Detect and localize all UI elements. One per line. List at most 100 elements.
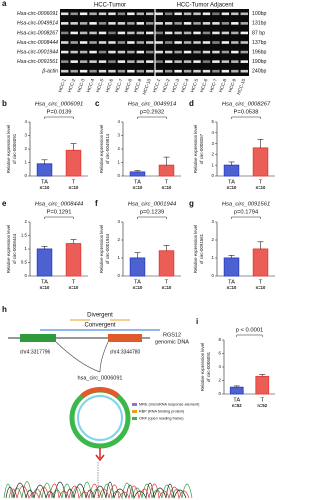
gel-band	[212, 69, 220, 73]
chromatogram	[5, 481, 187, 500]
x-tick-label: T	[72, 280, 76, 286]
gel-band	[174, 69, 182, 73]
x-tick-label: T	[72, 180, 76, 186]
panel-label: h	[2, 305, 7, 314]
gel-band	[212, 50, 220, 54]
y-tick-label: 0	[219, 391, 222, 396]
gel-band	[117, 41, 126, 44]
gel-band	[155, 41, 163, 44]
gel-band	[212, 12, 220, 16]
row-label: β-actin	[41, 69, 58, 75]
lane-label: HCC-6	[199, 78, 209, 93]
bar-fill	[230, 387, 244, 394]
gel-band	[146, 41, 154, 44]
x-tick-label: TA	[233, 398, 240, 404]
diagram: h Divergent Convergent RGS12 genomic DNA…	[2, 305, 200, 500]
gel-band	[202, 41, 211, 44]
gel-band	[117, 22, 126, 25]
panel-label: f	[95, 199, 98, 208]
size-label: 131bp	[252, 21, 267, 27]
lane-label: HCC-8	[123, 78, 133, 93]
y-axis-label: Relative expression level	[99, 225, 104, 274]
y-tick-label: 5	[212, 119, 215, 124]
gel-band	[79, 41, 88, 44]
gel-band	[202, 50, 211, 54]
gel-band	[98, 50, 107, 54]
chromatogram	[8, 483, 190, 500]
y-tick-label: 4	[219, 364, 222, 369]
size-label: 100bp	[252, 11, 267, 17]
lane-label: HCC-1	[57, 78, 67, 93]
chart-title: Hsa_circ_0008444	[35, 202, 83, 208]
y-axis-label: of circ-0008267	[199, 133, 204, 164]
gel-band	[174, 12, 182, 16]
lane-label: HCC-4	[180, 78, 190, 93]
gel-band	[108, 31, 116, 35]
bar-fill	[159, 250, 174, 276]
gel-band	[136, 50, 145, 54]
gel-band	[98, 69, 107, 73]
gel-band	[89, 50, 97, 54]
y-axis-label: Relative expression level	[193, 225, 198, 274]
gel-band	[202, 31, 211, 35]
row-label: Hsa-circ-0008267	[17, 30, 59, 36]
sig-bracket	[231, 216, 261, 219]
gel-band	[89, 69, 97, 73]
gel-band	[183, 60, 192, 63]
n-label: n=10	[133, 185, 143, 190]
gel-band	[202, 69, 211, 73]
gel-band	[164, 22, 173, 25]
sig-bracket	[44, 216, 74, 219]
x-tick-label: TA	[228, 180, 235, 186]
y-tick-label: 8	[219, 337, 222, 342]
lane-label: HCC-5	[190, 78, 200, 93]
gel-band	[89, 60, 97, 63]
sig-bracket	[137, 216, 167, 219]
size-label: 196bp	[252, 49, 267, 55]
gel-band	[89, 12, 97, 16]
y-axis-label: of circ-0006091	[206, 351, 211, 382]
x-tick-label: T	[165, 280, 169, 286]
gel-band	[117, 12, 126, 16]
n-label: n=52	[257, 403, 267, 408]
gel-band	[127, 50, 135, 54]
bar-fill	[255, 376, 269, 394]
y-tick-label: 2	[118, 237, 121, 242]
gel-band	[146, 69, 154, 73]
row-label: Hsa-circ-0008444	[17, 40, 58, 46]
gel-band	[146, 22, 154, 25]
gel-band	[231, 31, 239, 35]
y-axis-label: of circ-0006091	[12, 133, 17, 164]
gel-band	[98, 60, 107, 63]
figure: a HCC-Tumor HCC-Tumor Adjacent h Diverge…	[2, 0, 275, 500]
gel-band	[155, 22, 163, 25]
gel-band	[183, 41, 192, 44]
gel-band	[98, 22, 107, 25]
junction	[80, 387, 120, 399]
gel-band	[240, 69, 248, 73]
primer-label: Divergent	[87, 313, 113, 319]
x-tick-label: TA	[134, 180, 141, 186]
gel-band	[127, 41, 135, 44]
gel-band	[117, 69, 126, 73]
bar-fill	[130, 258, 145, 276]
p-value: P=0.0139	[47, 110, 72, 116]
gel-band	[164, 12, 173, 16]
y-tick-label: 4	[25, 119, 28, 124]
gel-band	[183, 12, 192, 16]
gel-band	[221, 31, 230, 35]
gel-band	[212, 60, 220, 63]
gel-band	[117, 31, 126, 35]
group-label: HCC-Tumor	[94, 3, 126, 9]
gel-band	[70, 31, 78, 35]
n-label: n=52	[232, 403, 242, 408]
gel-band	[61, 31, 69, 35]
gel-band	[164, 41, 173, 44]
gel-band	[174, 41, 182, 44]
p-value: P=0.0538	[234, 110, 259, 116]
bar-fill	[159, 165, 174, 176]
gel-band	[108, 12, 116, 16]
gel-band	[240, 12, 248, 16]
group-label: HCC-Tumor Adjacent	[177, 3, 234, 9]
y-axis-label: of circ-0091561	[199, 233, 204, 264]
